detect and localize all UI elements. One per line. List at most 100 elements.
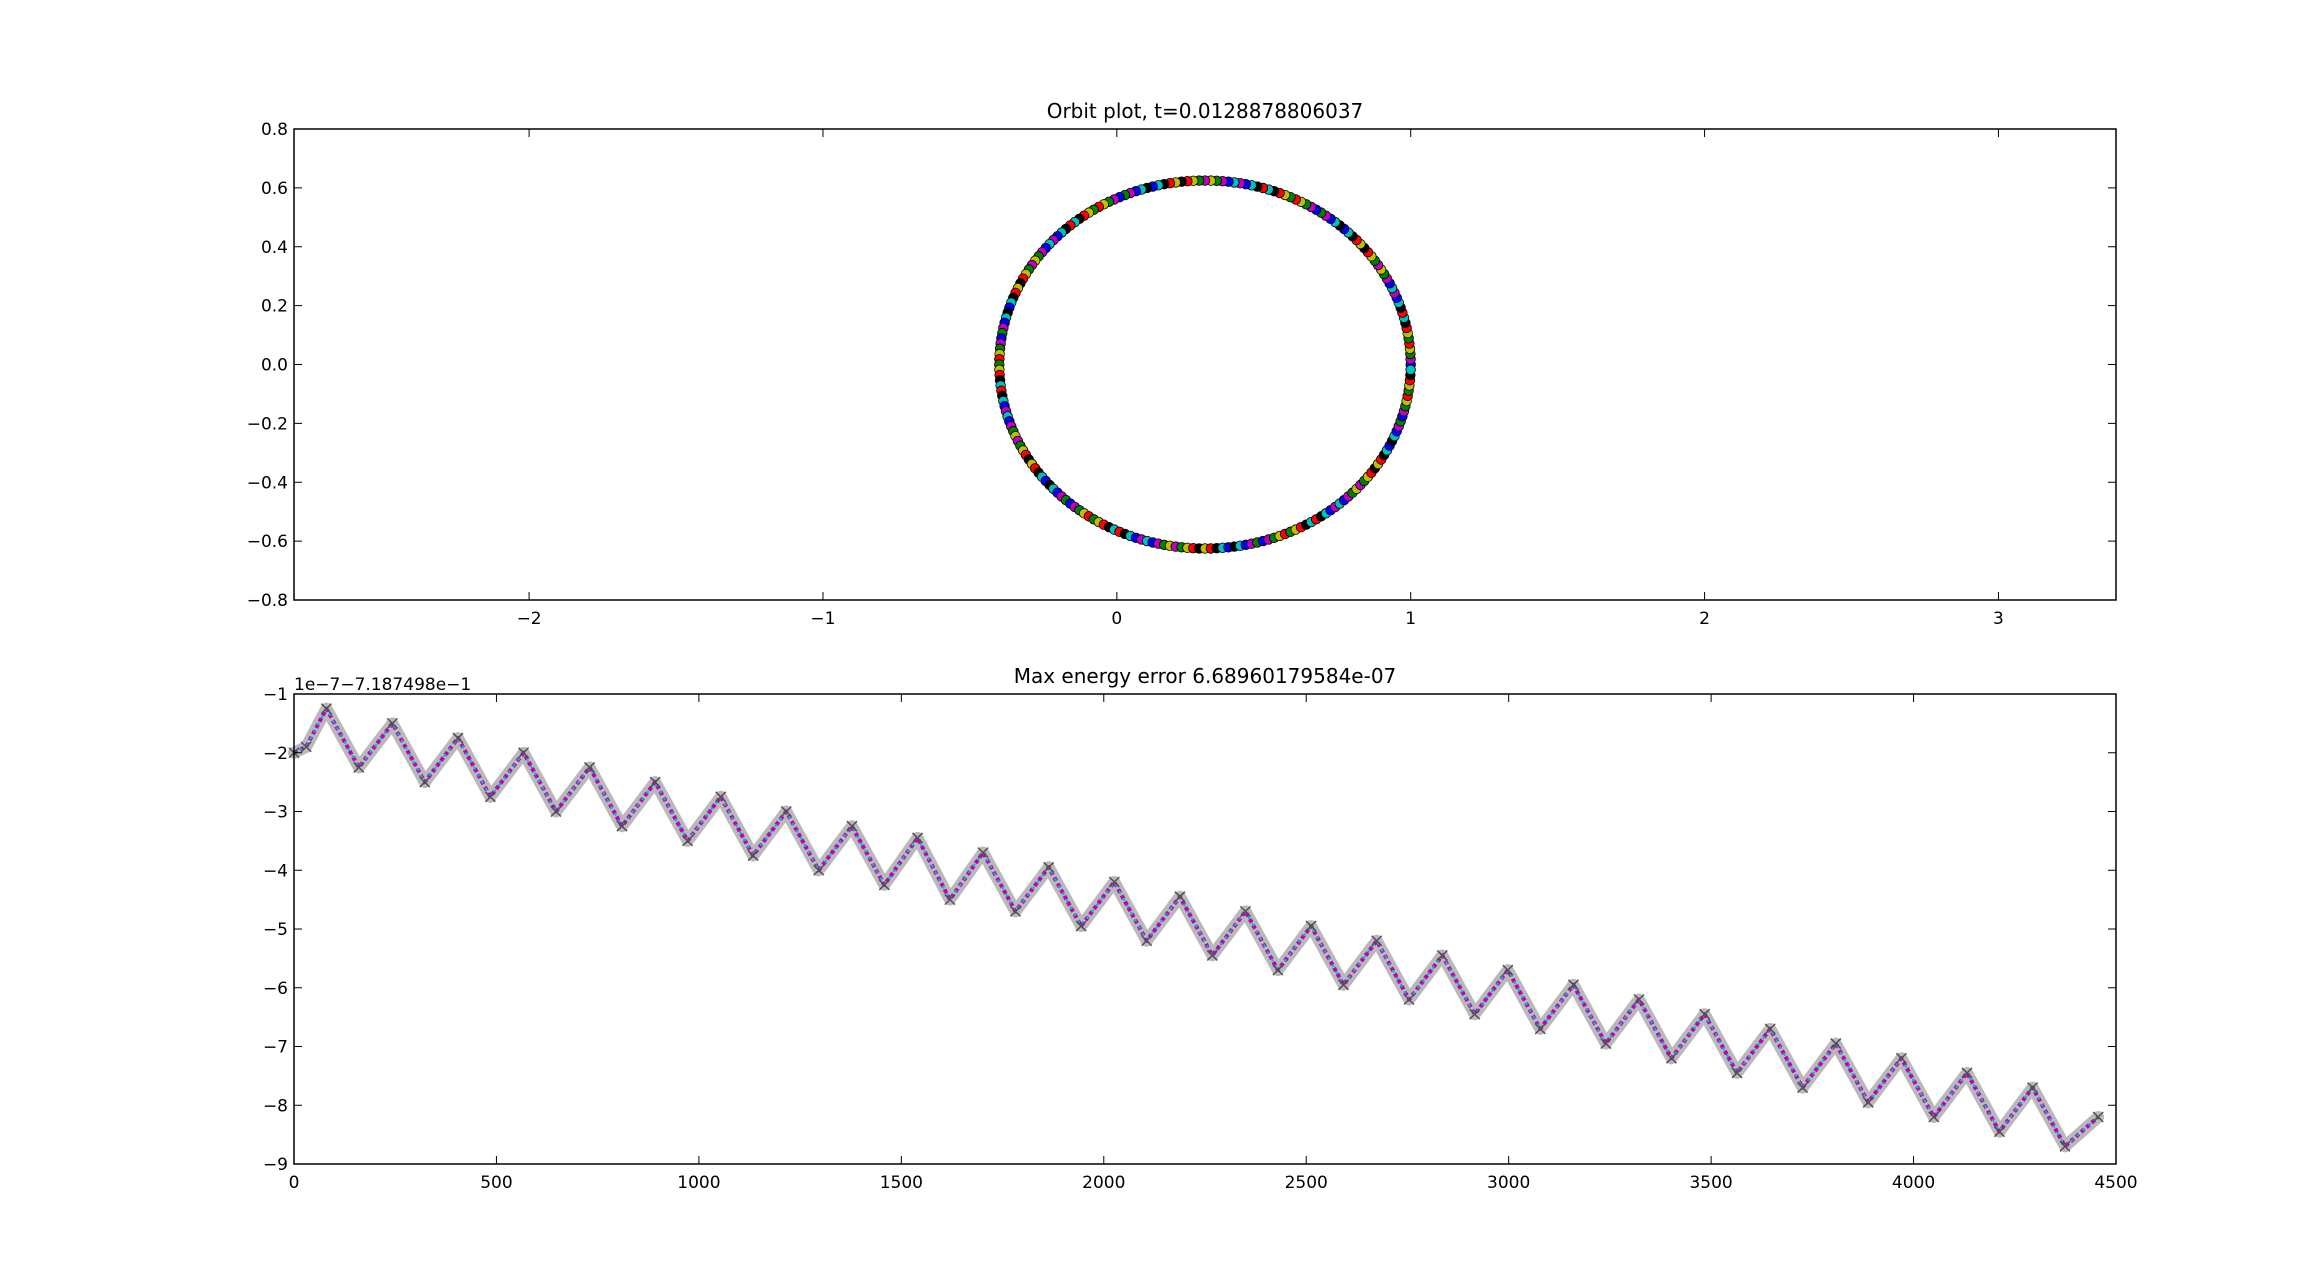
y-tick-label: −0.2 xyxy=(247,414,288,434)
energy-error-point xyxy=(649,776,661,788)
energy-error-point xyxy=(2027,1082,2039,1094)
x-tick-label: −2 xyxy=(517,609,542,629)
energy-error-offset-text: 1e−7−7.187498e−1 xyxy=(294,675,471,695)
energy-error-point xyxy=(518,747,530,759)
y-tick-label: −8 xyxy=(263,1096,288,1116)
orbit-point xyxy=(1405,364,1416,375)
energy-error-point xyxy=(1305,920,1317,932)
orbit-plot-markers xyxy=(994,175,1416,554)
energy-error-point xyxy=(1043,861,1055,873)
energy-error-point xyxy=(1797,1082,1809,1094)
energy-error-point xyxy=(1895,1052,1907,1064)
energy-error-point xyxy=(715,791,727,803)
x-tick-label: 3000 xyxy=(1487,1173,1530,1193)
energy-error-point xyxy=(878,879,890,891)
energy-error-point xyxy=(1174,891,1186,903)
energy-error-point xyxy=(1830,1038,1842,1050)
energy-error-point xyxy=(386,717,398,729)
y-tick-label: 0.6 xyxy=(261,179,288,199)
energy-error-point xyxy=(1239,905,1252,917)
y-tick-label: 0.2 xyxy=(261,297,288,317)
energy-error-point xyxy=(1272,964,1284,976)
energy-error-point xyxy=(846,820,858,832)
energy-error-point xyxy=(1600,1038,1612,1050)
energy-error-point xyxy=(1436,949,1448,961)
energy-error-point xyxy=(1075,920,1087,932)
energy-error-point xyxy=(1764,1023,1776,1035)
y-tick-label: 0.8 xyxy=(261,120,288,140)
x-tick-label: 1500 xyxy=(880,1173,923,1193)
energy-error-point xyxy=(1469,1008,1481,1020)
energy-error-point xyxy=(1665,1052,1677,1064)
energy-error-point xyxy=(977,847,989,859)
energy-error-point xyxy=(1009,905,1022,917)
x-tick-label: 1 xyxy=(1405,609,1416,629)
energy-error-point xyxy=(1206,949,1218,961)
y-tick-label: −9 xyxy=(263,1155,288,1175)
energy-error-point xyxy=(616,820,628,832)
energy-error-point xyxy=(780,805,792,818)
energy-error-series xyxy=(288,702,2105,1153)
energy-error-point xyxy=(300,741,312,753)
energy-error-point xyxy=(584,761,596,773)
energy-error-point xyxy=(353,761,365,773)
energy-error-point xyxy=(2059,1140,2071,1152)
energy-error-point xyxy=(419,776,431,788)
y-tick-label: 0.0 xyxy=(261,356,288,376)
x-tick-label: 0 xyxy=(1111,609,1122,629)
energy-error-point xyxy=(1862,1096,1874,1108)
y-tick-label: 0.4 xyxy=(261,238,288,258)
y-tick-label: −4 xyxy=(263,861,288,881)
y-tick-label: −7 xyxy=(263,1038,288,1058)
y-tick-label: −3 xyxy=(263,803,288,823)
energy-error-point xyxy=(1502,964,1514,976)
x-tick-label: 2000 xyxy=(1082,1173,1125,1193)
energy-error-point xyxy=(1993,1126,2005,1138)
y-tick-label: −0.6 xyxy=(247,532,288,552)
energy-error-point xyxy=(1141,935,1153,947)
energy-error-point xyxy=(911,832,924,844)
x-tick-label: 2 xyxy=(1699,609,1710,629)
energy-error-title: Max energy error 6.68960179584e-07 xyxy=(1014,664,1397,688)
x-tick-label: 2500 xyxy=(1285,1173,1328,1193)
energy-error-point xyxy=(1699,1008,1711,1020)
y-tick-label: −2 xyxy=(263,744,288,764)
energy-error-point xyxy=(1534,1023,1546,1035)
energy-error-point xyxy=(1337,979,1350,991)
energy-error-point xyxy=(1108,876,1120,888)
x-tick-label: 4000 xyxy=(1892,1173,1935,1193)
energy-error-point xyxy=(484,791,496,803)
energy-error-point xyxy=(1371,935,1383,947)
energy-error-frame xyxy=(293,693,2117,1165)
energy-error-point xyxy=(1633,993,1645,1006)
y-tick-label: −6 xyxy=(263,979,288,999)
orbit-plot-title: Orbit plot, t=0.0128878806037 xyxy=(1047,99,1364,123)
energy-error-point xyxy=(1731,1067,1743,1079)
energy-error-point xyxy=(813,864,825,876)
energy-error-point xyxy=(944,894,956,906)
energy-error-point xyxy=(2092,1111,2104,1123)
y-tick-label: −1 xyxy=(263,685,288,705)
y-tick-label: −0.4 xyxy=(247,473,288,493)
energy-error-point xyxy=(1961,1067,1973,1079)
orbit-plot-axes: Orbit plot, t=0.0128878806037 −2 −1 0 1 2 3 0.… xyxy=(247,99,2117,629)
energy-error-line xyxy=(293,707,2099,1148)
x-tick-label: 0 xyxy=(289,1173,300,1193)
energy-error-axes: Max energy error 6.68960179584e-07 1e−7−… xyxy=(263,664,2138,1193)
y-tick-label: −5 xyxy=(263,920,288,940)
energy-error-ticks: 0 500 1000 1500 2000 2500 3000 3500 4000 4500 −1 −2… xyxy=(263,685,2138,1193)
energy-error-point xyxy=(320,703,332,715)
x-tick-label: 3 xyxy=(1993,609,2004,629)
x-tick-label: 4500 xyxy=(2094,1173,2137,1193)
orbit-plot-ticks: −2 −1 0 1 2 3 0.8 0.6 0.4 0.2 0.0 −0.2 −0.4 −0.6 −0.8 xyxy=(247,120,2116,629)
x-tick-label: −1 xyxy=(810,609,835,629)
x-tick-label: 500 xyxy=(480,1173,512,1193)
y-tick-label: −0.8 xyxy=(247,591,288,611)
energy-error-point xyxy=(550,805,562,818)
energy-error-point xyxy=(1567,979,1579,991)
orbit-plot-frame xyxy=(293,128,2117,601)
energy-error-point xyxy=(452,732,464,744)
energy-error-point xyxy=(1928,1111,1940,1123)
energy-error-point xyxy=(747,850,759,862)
